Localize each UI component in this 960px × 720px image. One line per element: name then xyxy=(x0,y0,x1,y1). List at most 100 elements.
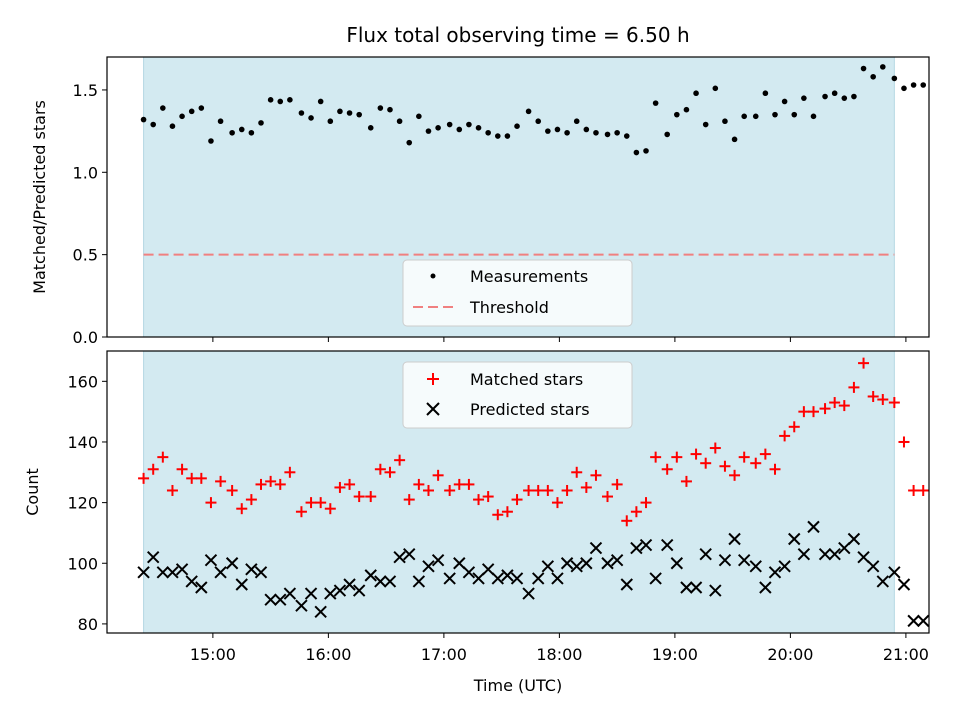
matched-star-point xyxy=(374,463,386,475)
measurement-point xyxy=(741,113,747,120)
measurement-point xyxy=(652,100,659,106)
predicted-star-point xyxy=(295,599,308,612)
measurement-point xyxy=(879,64,886,70)
matched-star-point xyxy=(898,436,910,448)
predicted-star-point xyxy=(620,578,633,591)
measurement-point xyxy=(337,108,343,115)
predicted-star-point xyxy=(214,566,227,579)
matched-star-point xyxy=(324,503,336,515)
predicted-star-point xyxy=(570,560,583,573)
matched-star-point xyxy=(729,469,741,481)
predicted-star-point xyxy=(137,566,150,579)
measurement-point xyxy=(801,95,807,101)
matched-star-point xyxy=(611,478,623,490)
measurement-point xyxy=(367,125,374,131)
legend-measurements-label: Measurements xyxy=(470,267,588,286)
predicted-star-point xyxy=(649,572,662,585)
matched-star-point xyxy=(205,497,217,509)
measurement-point xyxy=(248,129,255,136)
measurement-point xyxy=(267,97,274,103)
predicted-star-point xyxy=(728,532,741,546)
measurement-point xyxy=(633,149,640,156)
measurement-point xyxy=(169,123,176,129)
predicted-star-point xyxy=(443,572,456,585)
predicted-star-point xyxy=(670,557,684,570)
predicted-star-point xyxy=(383,575,397,588)
matched-star-point xyxy=(315,497,327,509)
bottom-y-tick-label: 100 xyxy=(67,554,98,573)
matched-star-point xyxy=(138,472,150,484)
predicted-star-point xyxy=(431,554,445,567)
measurement-point xyxy=(614,129,620,136)
predicted-star-point xyxy=(314,605,327,618)
measurement-point xyxy=(217,118,224,125)
matched-star-point xyxy=(759,448,771,460)
predicted-star-point xyxy=(610,554,624,567)
top-axes-frame xyxy=(106,56,930,338)
top-y-tick-label: 1.0 xyxy=(73,163,98,182)
measurement-point xyxy=(298,110,305,116)
predicted-star-point xyxy=(580,557,593,570)
matched-star-point xyxy=(621,515,633,527)
top-y-axis-label: Matched/Predicted stars xyxy=(30,100,49,294)
matched-star-point xyxy=(384,466,396,478)
predicted-star-point xyxy=(264,593,277,606)
measurement-point xyxy=(475,125,482,131)
measurement-point xyxy=(308,115,314,121)
bottom-y-axis-label: Count xyxy=(23,468,42,516)
matched-star-point xyxy=(186,472,198,484)
matched-star-point xyxy=(265,475,277,487)
matched-star-point xyxy=(602,491,614,503)
predicted-star-point xyxy=(718,554,732,567)
predicted-star-point xyxy=(324,587,337,600)
predicted-star-point xyxy=(156,566,170,579)
predicted-star-point xyxy=(847,532,861,546)
measurement-point xyxy=(910,82,917,88)
matched-star-point xyxy=(284,466,296,478)
predicted-star-point xyxy=(403,547,416,561)
measurement-point xyxy=(822,93,828,100)
measurement-point xyxy=(554,126,561,133)
matched-star-point xyxy=(867,390,879,402)
matched-star-point xyxy=(226,484,238,496)
measurement-point xyxy=(416,113,422,120)
matched-star-point xyxy=(215,475,227,487)
matched-star-point xyxy=(788,421,800,433)
matched-star-point xyxy=(176,463,188,475)
matched-star-point xyxy=(532,484,544,496)
measurement-point xyxy=(920,82,927,88)
measurement-point xyxy=(238,126,245,133)
matched-star-point xyxy=(661,463,673,475)
predicted-star-point xyxy=(491,572,504,585)
predicted-star-point xyxy=(175,563,189,576)
measurement-point xyxy=(772,111,778,118)
matched-star-point xyxy=(917,484,929,496)
measurement-point xyxy=(762,90,769,97)
predicted-star-point xyxy=(778,560,791,573)
measurement-point xyxy=(810,113,817,120)
predicted-star-point xyxy=(797,547,811,561)
matched-star-point xyxy=(848,381,860,393)
measurement-point xyxy=(831,90,838,97)
measurement-point xyxy=(791,111,798,118)
predicted-star-point xyxy=(522,587,535,600)
predicted-star-point xyxy=(560,557,574,570)
predicted-star-point xyxy=(146,550,160,564)
matched-star-point xyxy=(709,442,721,454)
matched-star-point xyxy=(305,497,317,509)
predicted-star-point xyxy=(254,566,268,579)
matched-star-point xyxy=(166,484,178,496)
measurement-point xyxy=(722,118,728,125)
matched-star-point xyxy=(344,478,356,490)
matched-star-point xyxy=(838,400,850,412)
measurement-point xyxy=(781,98,788,105)
matched-star-point xyxy=(779,430,791,442)
matched-star-point xyxy=(590,469,602,481)
measurement-point xyxy=(377,105,384,111)
measurement-point xyxy=(317,98,324,105)
predicted-star-point xyxy=(689,581,703,594)
measurement-point xyxy=(258,120,264,126)
x-tick-label: 17:00 xyxy=(421,645,467,664)
matched-star-point xyxy=(888,397,900,409)
measurement-point xyxy=(545,128,551,134)
